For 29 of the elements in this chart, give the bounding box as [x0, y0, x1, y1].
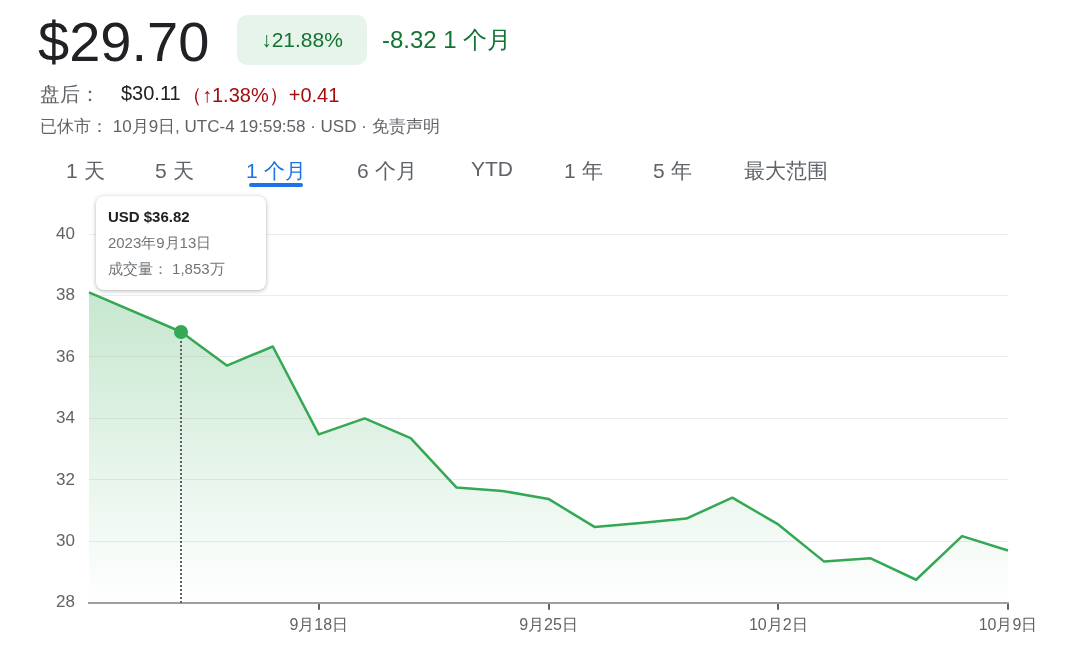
text: （↑1.38%）+0.41: [182, 83, 340, 108]
y-tick-label: 30: [56, 531, 75, 551]
x-tick-label: 9月25日: [519, 615, 578, 633]
x-tick-label: 10月9日: [978, 615, 1038, 633]
text: 1 天: [66, 158, 105, 184]
text: 1 个月: [246, 158, 306, 184]
text: ↓21.88%: [237, 15, 367, 65]
text: 5 年: [653, 158, 692, 184]
text: 1 年: [564, 158, 603, 184]
text: 已休市： 10月9日, UTC-4 19:59:58 · USD · 免责声明: [40, 116, 440, 138]
text: 5 天: [155, 158, 194, 184]
text: -8.32 1 个月: [382, 25, 512, 55]
y-tick-label: 28: [56, 592, 75, 612]
y-tick-label: 36: [56, 346, 75, 366]
y-tick-label: 40: [56, 223, 75, 243]
text: 最大范围: [744, 158, 828, 184]
chart-title: $29.70: [38, 10, 210, 73]
y-tick-label: 38: [56, 285, 75, 305]
text: 盘后：: [40, 82, 100, 107]
x-tick-label: 10月2日: [748, 615, 808, 633]
x-tick-label: 9月18日: [289, 615, 349, 633]
annotation: 2023年9月13日: [107, 233, 213, 253]
text: $30.11: [121, 82, 181, 105]
text: 6 个月: [357, 158, 417, 184]
text: YTD: [471, 157, 513, 181]
tooltip-card: USD $36.82 2023年9月13日 成交量： 1,853万: [95, 196, 266, 290]
y-tick-label: 32: [56, 469, 75, 489]
y-tick-label: 34: [56, 408, 75, 428]
annotation: 成交量： 1,853万: [107, 259, 226, 279]
